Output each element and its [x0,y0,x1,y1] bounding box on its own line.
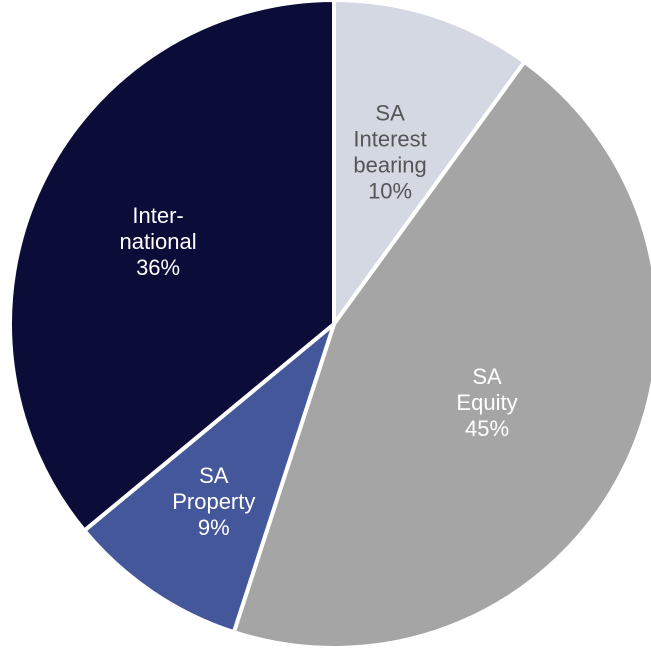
slice-category-label: Interest [353,126,426,151]
slice-category-label: SA [472,364,502,389]
slice-category-label: SA [375,100,405,125]
pie-slices [7,0,651,650]
slice-value-label: 45% [465,416,509,441]
slice-category-label: Property [172,489,255,514]
slice-category-label: SA [199,463,229,488]
pie-slice-sa-interest-bearing [332,0,527,326]
slice-category-label: bearing [353,152,426,177]
slice-value-label: 10% [368,178,412,203]
slice-category-label: Inter- [132,203,183,228]
slice-label-sa-equity: SA Equity 45% [456,364,517,441]
pie-slice-sa-equity [231,59,651,650]
slice-value-label: 36% [136,255,180,280]
pie-slice-sa-property [82,322,336,635]
pie-slice-inter-national [7,0,336,533]
slice-value-label: 9% [198,515,230,540]
slice-category-label: national [120,229,197,254]
slice-label-sa-interest-bearing: SA Interest bearing 10% [353,100,426,203]
pie-labels: SA Interest bearing 10%SA Equity 45%SA Propert… [120,100,518,540]
slice-label-inter-national: Inter-national 36% [120,203,197,280]
slice-label-sa-property: SA Property 9% [172,463,255,540]
slice-category-label: Equity [456,390,517,415]
